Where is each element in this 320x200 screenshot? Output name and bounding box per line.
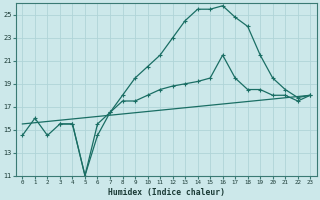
- X-axis label: Humidex (Indice chaleur): Humidex (Indice chaleur): [108, 188, 225, 197]
